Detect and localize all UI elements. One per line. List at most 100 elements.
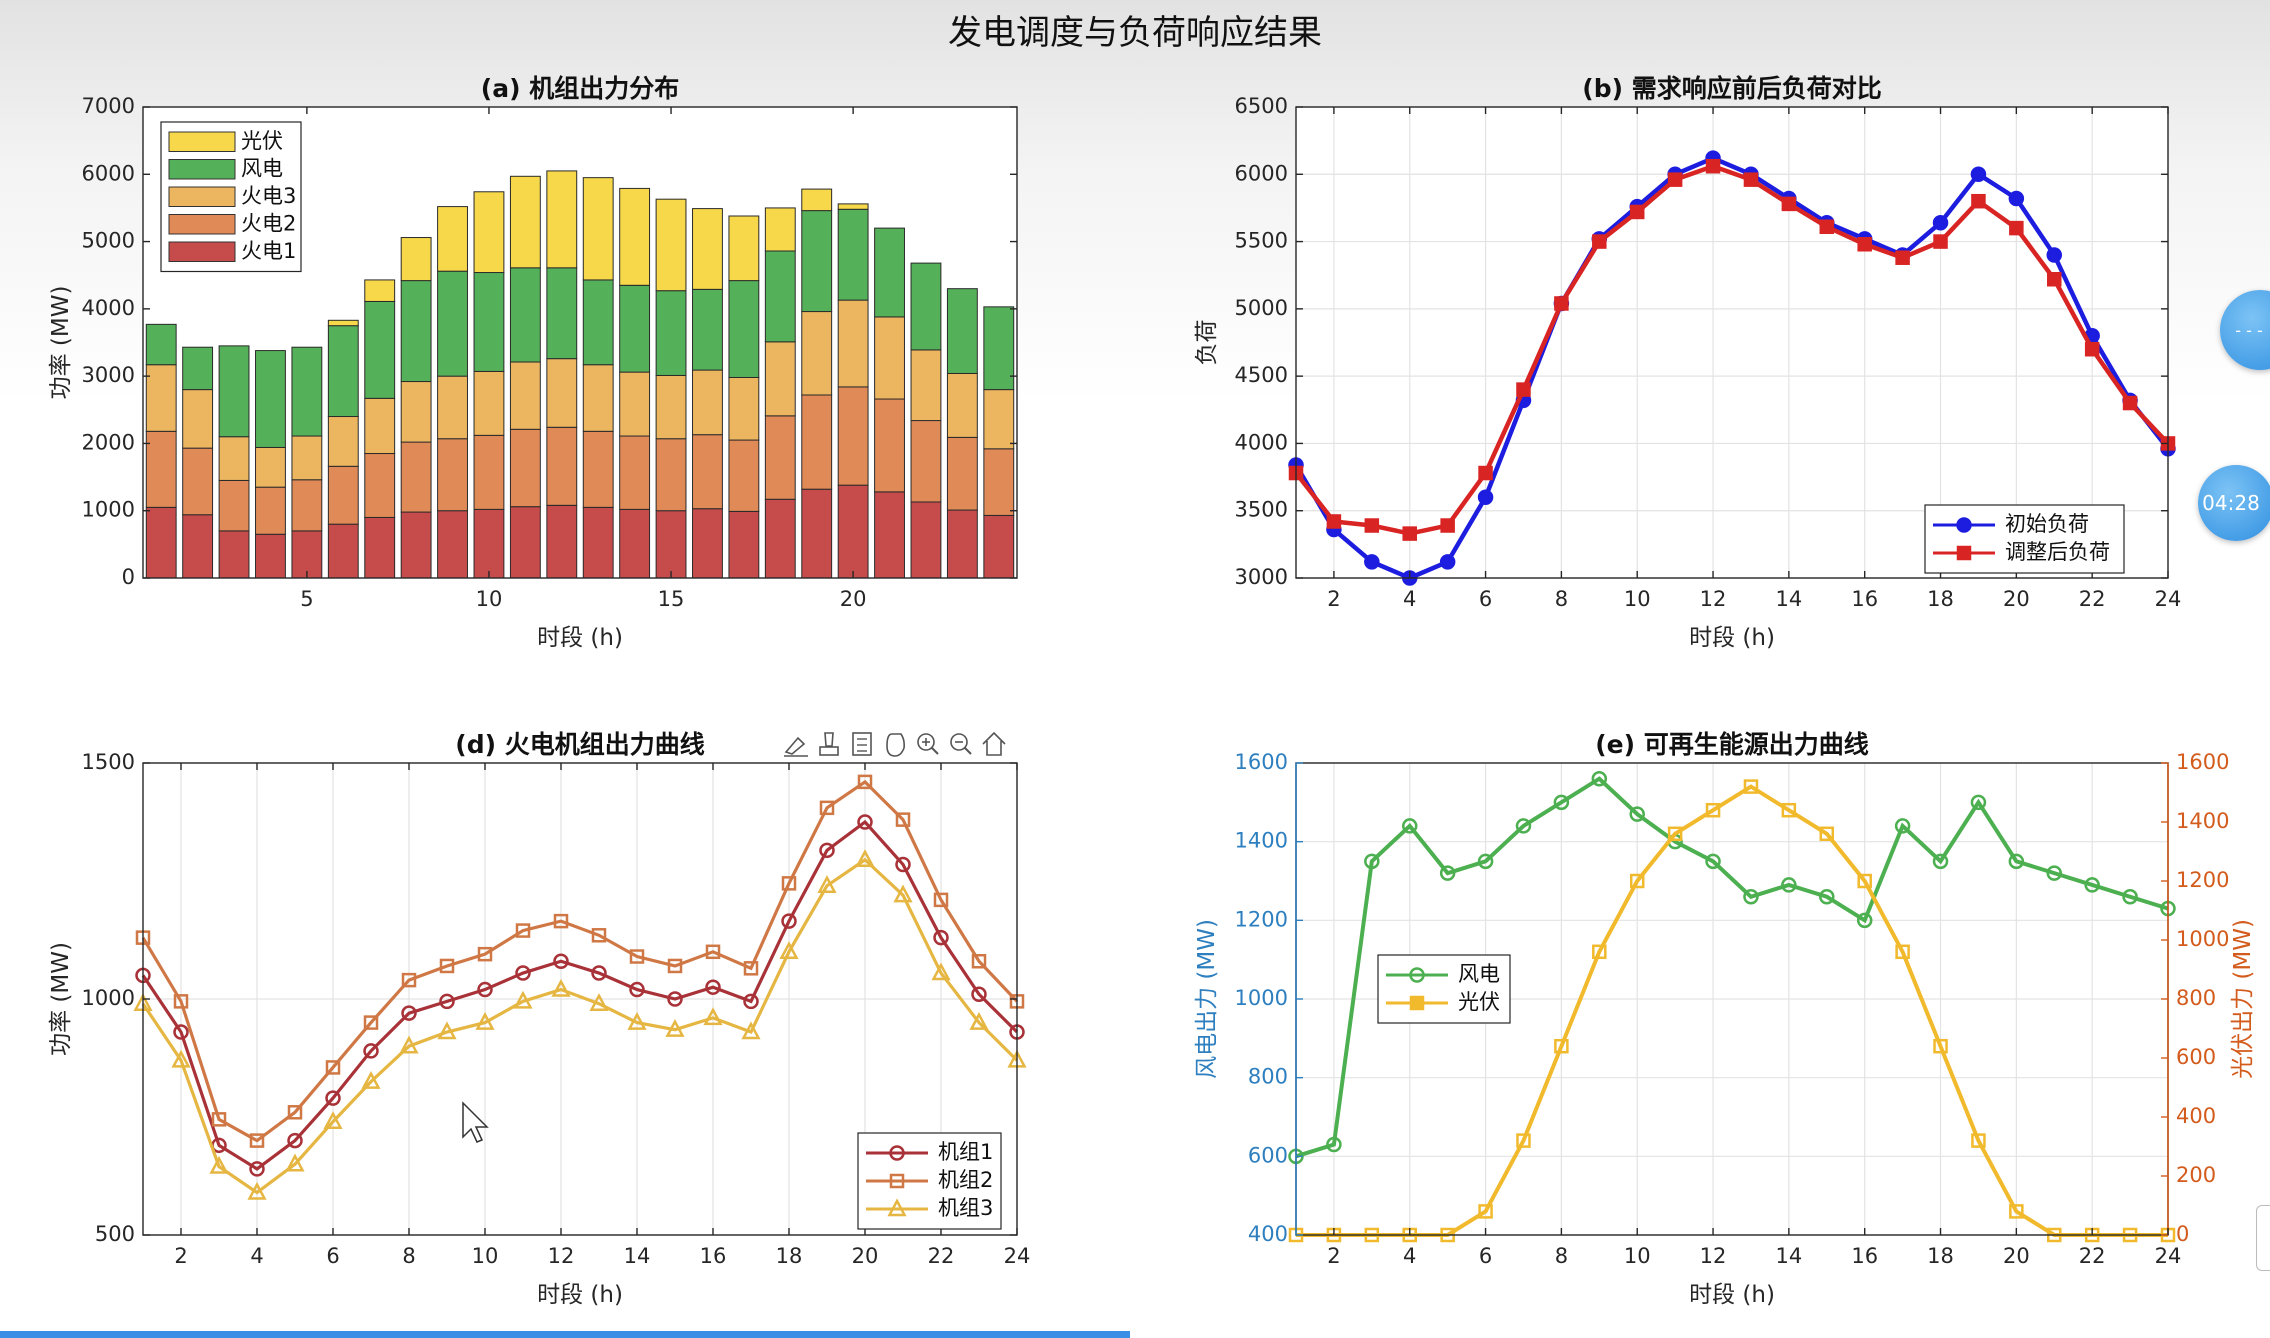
y-tick-label: 500	[95, 1222, 135, 1246]
legend-swatch	[168, 186, 236, 207]
x-axis-label: 时段 (h)	[537, 625, 623, 651]
data-point	[741, 1021, 761, 1040]
x-tick-label: 6	[1479, 1244, 1492, 1268]
bar-segment	[619, 371, 651, 437]
legend-label: 风电	[1458, 962, 1500, 986]
data-point	[1781, 877, 1797, 893]
bar-segment	[327, 319, 359, 327]
data-point	[1402, 526, 1417, 541]
x-tick-label: 8	[1555, 1244, 1568, 1268]
y-axis-label: 风电出力 (MW)	[1194, 919, 1220, 1079]
data-point	[1705, 853, 1721, 870]
bar-segment	[437, 206, 468, 272]
bar-segment	[509, 175, 541, 269]
y-tick-label: 4000	[82, 296, 135, 320]
bar-segment	[291, 530, 323, 579]
x-tick-label: 12	[1700, 1244, 1727, 1268]
data-point	[439, 993, 455, 1010]
bar-segment	[619, 187, 651, 286]
data-point	[1743, 888, 1759, 905]
data-point	[1857, 237, 1872, 252]
bar-segment	[437, 510, 468, 579]
bar-segment	[983, 306, 1015, 391]
data-point	[933, 929, 949, 946]
data-point	[971, 953, 987, 969]
bar-segment	[400, 441, 432, 513]
data-point	[1933, 1038, 1948, 1054]
data-point	[513, 990, 533, 1009]
data-point	[439, 958, 455, 974]
bar-segment	[946, 509, 978, 579]
bar-segment	[509, 428, 541, 508]
bar-segment	[255, 446, 286, 488]
bar-segment	[291, 435, 323, 481]
bar-segment	[255, 350, 286, 448]
data-point	[399, 1035, 419, 1054]
edge-handle[interactable]	[2256, 1205, 2270, 1271]
bar-segment	[728, 376, 760, 441]
y-tick-label: 3000	[82, 363, 135, 387]
brush-icon[interactable]	[784, 736, 808, 757]
legend-label: 光伏	[241, 129, 283, 153]
data-point	[1553, 794, 1570, 811]
bar-segment	[946, 436, 978, 511]
data-point	[171, 1049, 191, 1068]
data-point	[247, 1181, 267, 1200]
bar-segment	[910, 262, 942, 351]
legend-marker	[1409, 967, 1425, 983]
data-point	[285, 1153, 305, 1172]
bar-segment	[182, 514, 214, 579]
x-tick-label: 22	[2079, 1244, 2106, 1268]
x-tick-label: 20	[840, 587, 867, 611]
bar-segment	[509, 361, 541, 430]
data-point	[363, 1015, 379, 1030]
x-tick-label: 5	[300, 587, 313, 611]
bar-segment	[582, 430, 614, 508]
insert-legend-icon[interactable]	[852, 732, 872, 756]
y-tick-label: 1500	[82, 750, 135, 774]
bar-segment	[327, 325, 359, 418]
pan-hand-icon[interactable]	[886, 733, 905, 757]
bar-segment	[910, 420, 942, 503]
bar-segment	[437, 438, 468, 512]
bar-segment	[364, 453, 396, 518]
recording-timer-badge[interactable]: 04:28	[2198, 465, 2270, 541]
data-point	[819, 800, 835, 816]
legend-label: 风电	[241, 156, 283, 180]
x-tick-label: 24	[2155, 1244, 2182, 1268]
data-point	[1477, 489, 1494, 506]
data-point	[475, 1011, 495, 1030]
zoom-in-icon[interactable]	[917, 733, 939, 755]
y-right-tick-label: 0	[2176, 1222, 2189, 1246]
data-point	[2046, 247, 2063, 263]
data-point	[629, 949, 645, 964]
zoom-out-icon[interactable]	[950, 733, 972, 755]
bar-segment	[546, 358, 578, 428]
y-right-axis-label: 光伏出力 (MW)	[2230, 919, 2256, 1079]
bar-segment	[655, 198, 687, 292]
legend-label: 机组1	[938, 1140, 993, 1164]
data-point	[211, 1112, 227, 1127]
x-tick-label: 10	[476, 587, 503, 611]
legend-marker	[1956, 545, 1972, 561]
data-point	[743, 961, 759, 976]
panel-e-renewables: 400 600 800 1000 1200 1400 1600 0 200 400 600 800 10…	[1194, 730, 2256, 1308]
axes-toolbar	[784, 731, 1006, 757]
legend-marker	[889, 1145, 905, 1161]
bar-segment	[400, 381, 432, 443]
bar-segment	[728, 510, 760, 579]
home-icon[interactable]	[982, 731, 1006, 756]
data-point	[401, 1005, 417, 1021]
bar-segment	[728, 280, 760, 378]
y-right-tick-label: 600	[2176, 1045, 2216, 1069]
x-tick-label: 4	[1403, 1244, 1416, 1268]
bar-segment	[182, 389, 214, 449]
bar-segment	[255, 486, 286, 535]
bar-segment	[364, 279, 396, 302]
data-tips-icon[interactable]	[819, 732, 839, 756]
data-point	[817, 875, 837, 893]
data-point	[477, 981, 493, 998]
data-point	[2047, 272, 2062, 287]
y-tick-label: 3000	[1235, 565, 1288, 589]
x-tick-label: 16	[1851, 1244, 1878, 1268]
